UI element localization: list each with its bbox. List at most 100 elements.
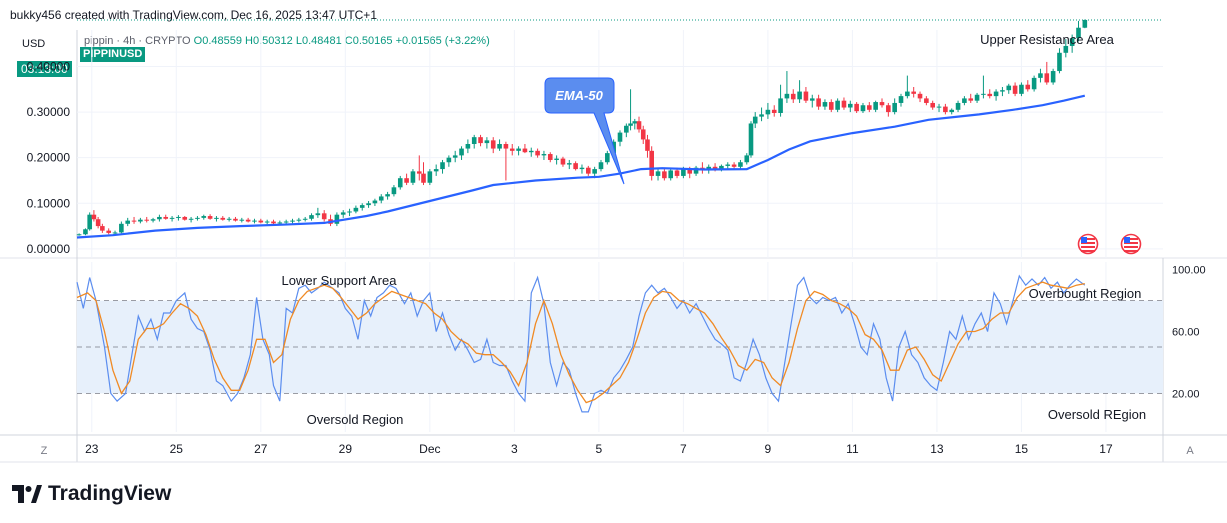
candle-body — [873, 102, 878, 110]
candle-body — [144, 219, 150, 221]
candle-body — [100, 226, 105, 231]
candle-body — [233, 218, 238, 221]
candle-body — [803, 91, 809, 101]
candle-body — [936, 106, 942, 108]
candle-body — [547, 154, 553, 160]
candle-body — [847, 103, 853, 108]
oscillator-tick-label: 100.00 — [1172, 265, 1206, 277]
candle-body — [624, 125, 629, 133]
candle-body — [264, 221, 270, 223]
candle-body — [416, 171, 422, 174]
ema-callout-bubble — [544, 77, 625, 185]
candle-body — [478, 137, 483, 144]
oscillator-tick-label: 20.00 — [1172, 388, 1200, 400]
candle-body — [509, 148, 515, 151]
candle-body — [283, 221, 289, 223]
candle-body — [765, 109, 771, 115]
candle-body — [784, 93, 790, 99]
candle-body — [1019, 84, 1024, 94]
resistance-annotation: Upper Resistance Area — [980, 32, 1114, 47]
candle-body — [693, 167, 699, 174]
ema-50-line — [76, 94, 1086, 239]
us-flag-icon[interactable] — [1077, 233, 1099, 255]
candle-body — [277, 222, 283, 224]
time-axis[interactable]: 23 25 27 29 Dec 3 5 7 9 11 13 15 17 — [85, 442, 1113, 456]
candle-body — [252, 220, 257, 222]
candle-body — [404, 178, 409, 183]
candle-body — [201, 216, 207, 218]
candle-body — [535, 150, 540, 156]
candle-body — [778, 98, 783, 113]
stoch-d-line — [76, 281, 1085, 404]
ema-callout[interactable]: EMA-50 — [544, 77, 625, 185]
candle-body — [503, 144, 509, 149]
candle-body — [182, 216, 188, 220]
candle-body — [340, 212, 346, 215]
auto-scale-icon[interactable]: A — [1186, 445, 1194, 457]
candle-body — [898, 96, 904, 103]
candle-body — [816, 98, 821, 107]
candle-body — [645, 139, 650, 151]
candle-body — [302, 218, 308, 220]
candle-body — [905, 91, 910, 97]
candle-body — [207, 216, 213, 219]
candle-body — [993, 91, 999, 97]
candle-body — [668, 170, 674, 179]
candle-body — [828, 102, 834, 110]
us-flag-icon[interactable] — [1120, 233, 1142, 255]
time-tick-label: 17 — [1099, 442, 1113, 456]
candle-body — [790, 93, 796, 100]
price-tick-label: 0.10000 — [27, 196, 71, 210]
candle-body — [150, 219, 156, 221]
currency-label[interactable]: USD — [22, 38, 46, 50]
candle-body — [169, 217, 175, 219]
candle-body — [759, 114, 764, 117]
candle-body — [712, 166, 718, 170]
candle-body — [188, 218, 194, 220]
ohlc-high: H0.50312 — [245, 35, 293, 47]
countdown-badge: 03:13:00 — [17, 61, 72, 77]
candle-body — [433, 169, 439, 172]
candle-body — [649, 150, 654, 176]
candle-body — [586, 167, 591, 174]
candle-body — [315, 213, 321, 216]
timezone-toggle-icon[interactable]: Z — [41, 445, 48, 457]
candle-body — [987, 93, 993, 97]
ohlc-close: C0.50165 — [344, 35, 393, 47]
candle-body — [592, 169, 597, 174]
candle-body — [391, 187, 397, 195]
candle-body — [347, 211, 352, 213]
oscillator-tick-label: 60.00 — [1172, 327, 1200, 339]
time-tick-label: 3 — [511, 442, 518, 456]
candle-body — [1069, 38, 1075, 46]
price-axis[interactable]: 0.40000 0.30000 0.20000 0.10000 0.00000 — [27, 59, 71, 255]
oversold-annotation-right: Oversold REgion — [1048, 407, 1146, 422]
time-tick-label: 15 — [1015, 442, 1029, 456]
tradingview-logo-icon — [12, 485, 42, 503]
candle-body — [662, 171, 667, 179]
oscillator-axis[interactable]: 100.00 60.00 20.00 — [1172, 265, 1206, 401]
chart-canvas[interactable]: 0.40000 0.30000 0.20000 0.10000 0.00000 100.… — [0, 0, 1227, 470]
candle-body — [258, 220, 264, 223]
candle-body — [924, 98, 929, 103]
candle-body — [579, 167, 585, 170]
candle-body — [892, 102, 897, 113]
candle-body — [321, 213, 327, 220]
time-tick-label: 7 — [680, 442, 687, 456]
candle-body — [605, 153, 610, 163]
candle-body — [1031, 77, 1037, 90]
candle-body — [943, 106, 948, 113]
candle-body — [490, 140, 496, 149]
candle-body — [465, 144, 471, 149]
candle-body — [841, 100, 847, 108]
candle-body — [131, 220, 137, 222]
candle-body — [290, 220, 295, 222]
candle-body — [522, 148, 528, 153]
candle-body — [452, 155, 458, 158]
candle-body — [628, 123, 633, 126]
candle-body — [516, 148, 521, 151]
candle-body — [397, 178, 403, 188]
symbol-name[interactable]: pippin · 4h · CRYPTO — [84, 35, 191, 47]
candle-body — [930, 102, 936, 108]
candle-body — [771, 109, 777, 113]
